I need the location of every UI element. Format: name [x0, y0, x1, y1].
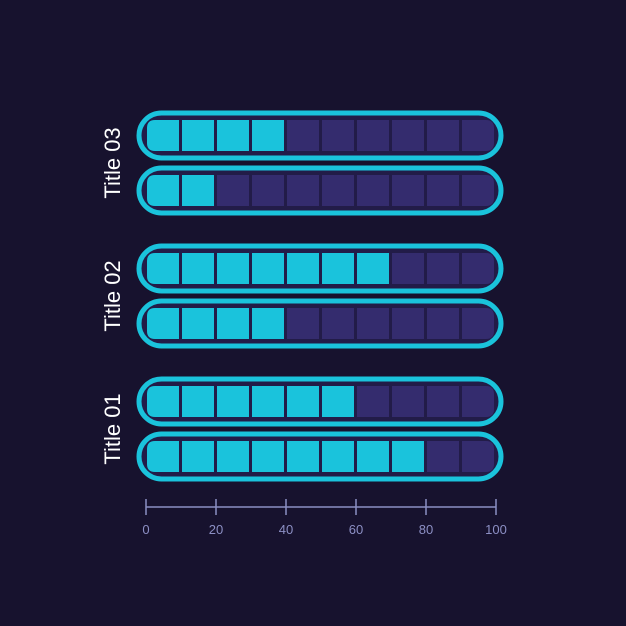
bar-segment-empty [462, 120, 494, 151]
bar-segment-filled [287, 441, 319, 472]
bar-segment-filled [357, 441, 389, 472]
bar-segment-filled [217, 386, 249, 417]
bar-segment-filled [182, 253, 214, 284]
bar-segment-filled [182, 175, 214, 206]
bar-segment-empty [287, 175, 319, 206]
bar-segment-filled [287, 386, 319, 417]
bar-segment-filled [322, 441, 354, 472]
bar-segment-empty [427, 175, 459, 206]
group-title-2: Title 02 [100, 260, 125, 331]
bar-segment-filled [182, 120, 214, 151]
bar-segment-filled [392, 441, 424, 472]
bar-segment-filled [147, 120, 179, 151]
bar-segment-filled [217, 441, 249, 472]
bar-segment-empty [357, 386, 389, 417]
bar-segment-empty [427, 441, 459, 472]
bar-segment-filled [252, 308, 284, 339]
bar-segment-empty [252, 175, 284, 206]
group-title-1: Title 03 [100, 127, 125, 198]
bar-segment-empty [357, 308, 389, 339]
bar-segment-empty [217, 175, 249, 206]
bar-segment-filled [182, 308, 214, 339]
bar-segment-filled [287, 253, 319, 284]
bar-segment-filled [147, 175, 179, 206]
bar-segment-empty [357, 175, 389, 206]
bar-segment-empty [392, 386, 424, 417]
bar-segment-filled [252, 441, 284, 472]
bar-segment-filled [217, 253, 249, 284]
bar-segment-empty [322, 120, 354, 151]
x-tick-label-40: 40 [279, 522, 293, 537]
bar-segment-filled [322, 386, 354, 417]
x-tick-label-20: 20 [209, 522, 223, 537]
bar-segment-filled [182, 441, 214, 472]
bar-segment-filled [147, 441, 179, 472]
group-title-3: Title 01 [100, 393, 125, 464]
bar-segment-filled [147, 253, 179, 284]
bar-segment-filled [252, 120, 284, 151]
bar-segment-empty [392, 175, 424, 206]
bar-segment-filled [217, 120, 249, 151]
bar-segment-empty [462, 441, 494, 472]
bar-segment-filled [357, 253, 389, 284]
bar-segment-empty [462, 308, 494, 339]
bar-segment-filled [147, 386, 179, 417]
bar-segment-empty [357, 120, 389, 151]
x-tick-label-60: 60 [349, 522, 363, 537]
x-tick-label-0: 0 [142, 522, 149, 537]
bar-segment-empty [392, 308, 424, 339]
bar-segment-empty [427, 253, 459, 284]
x-tick-label-80: 80 [419, 522, 433, 537]
bar-segment-filled [322, 253, 354, 284]
bar-segment-empty [462, 175, 494, 206]
bar-segment-empty [427, 386, 459, 417]
bar-segment-empty [392, 120, 424, 151]
bar-segment-empty [427, 308, 459, 339]
bar-segment-filled [182, 386, 214, 417]
bar-segment-empty [462, 386, 494, 417]
x-tick-label-100: 100 [485, 522, 507, 537]
bar-segment-filled [252, 386, 284, 417]
bar-segment-filled [217, 308, 249, 339]
bar-segment-empty [287, 308, 319, 339]
bar-segment-empty [392, 253, 424, 284]
bar-segment-empty [427, 120, 459, 151]
bar-segment-empty [462, 253, 494, 284]
bar-segment-filled [147, 308, 179, 339]
bar-segment-empty [322, 308, 354, 339]
bar-segment-filled [252, 253, 284, 284]
bar-segment-empty [322, 175, 354, 206]
bar-segment-empty [287, 120, 319, 151]
